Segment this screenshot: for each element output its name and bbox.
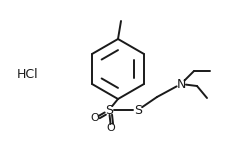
Text: S: S <box>134 103 142 116</box>
Text: S: S <box>105 103 113 116</box>
Text: O: O <box>91 113 99 123</box>
Text: HCl: HCl <box>17 68 39 81</box>
Text: N: N <box>176 78 186 90</box>
Text: O: O <box>107 123 115 133</box>
